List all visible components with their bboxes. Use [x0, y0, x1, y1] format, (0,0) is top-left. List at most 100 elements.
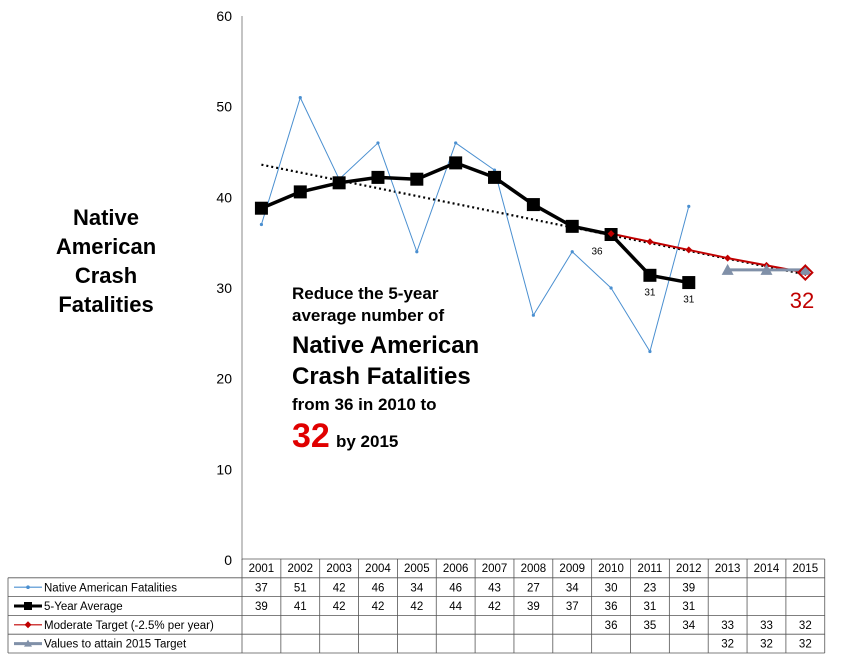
- table-header-cell: 2011: [638, 563, 663, 575]
- point-marker: [643, 268, 657, 282]
- point-marker: [799, 263, 812, 275]
- table-cell: 27: [527, 582, 540, 594]
- table-cell: 46: [449, 582, 462, 594]
- chart-title-line-2: American: [56, 234, 156, 259]
- table-header-cell: 2009: [559, 563, 585, 575]
- series-name: 5-Year Average: [44, 601, 123, 613]
- point-marker: [721, 263, 734, 275]
- point-marker: [565, 219, 579, 233]
- table-header-cell: 2006: [443, 563, 469, 575]
- point-marker: [298, 96, 302, 100]
- table-cell: 39: [682, 582, 695, 594]
- series-line: [610, 232, 806, 274]
- table-header-cell: 2004: [365, 563, 391, 575]
- point-marker: [685, 246, 693, 254]
- annotation-line-3: Native American: [292, 332, 479, 359]
- point-marker: [488, 170, 502, 184]
- y-tick-label: 60: [216, 8, 232, 24]
- series-name: Moderate Target (-2.5% per year): [44, 620, 214, 632]
- table-cell: 23: [644, 582, 657, 594]
- point-marker: [332, 176, 346, 190]
- point-marker: [259, 222, 264, 227]
- table-cell: 42: [372, 601, 385, 613]
- data-labels: 36 31 31: [592, 247, 695, 306]
- table-cell: 35: [644, 620, 657, 632]
- table-cell: 43: [488, 582, 501, 594]
- table-header-cell: 2014: [754, 563, 780, 575]
- annotation-target-value: 32: [292, 417, 330, 455]
- point-marker: [526, 198, 540, 212]
- point-marker: [646, 238, 654, 246]
- legend-key: [24, 621, 32, 629]
- y-tick-label: 10: [216, 461, 232, 477]
- table-header-cell: 2005: [404, 563, 430, 575]
- point-marker: [760, 263, 773, 275]
- chart-title: Native American Crash Fatalities: [56, 205, 156, 317]
- point-marker: [531, 313, 535, 317]
- table-cell: 32: [760, 639, 773, 651]
- annotation-line-5: from 36 in 2010 to: [292, 395, 437, 414]
- annotation-line-2: average number of: [292, 306, 444, 325]
- data-table: 2001 2002 2003 2004 2005 2006 2007 2008 2009 2010…: [7, 558, 826, 654]
- table-header-cell: 2002: [287, 563, 313, 575]
- table-cell: 37: [566, 601, 579, 613]
- table-header-cell: 2003: [326, 563, 352, 575]
- point-marker: [607, 230, 615, 238]
- table-cell: 41: [294, 601, 307, 613]
- table-header-cell: 2012: [676, 563, 702, 575]
- table-cell: 31: [682, 601, 695, 613]
- table-cell: 33: [721, 620, 734, 632]
- point-marker: [410, 172, 424, 186]
- table-cell: 42: [488, 601, 501, 613]
- y-tick-label: 30: [216, 280, 232, 296]
- target-end-marker: [796, 264, 814, 282]
- series-name: Native American Fatalities: [44, 582, 177, 594]
- table-cell: 34: [682, 620, 695, 632]
- chart-title-line-1: Native: [73, 205, 139, 230]
- point-marker: [570, 250, 574, 254]
- series-line: [260, 161, 690, 285]
- annotation-line-6: by 2015: [336, 432, 398, 451]
- table-cell: 46: [372, 582, 385, 594]
- table-header-cell: 2008: [521, 563, 547, 575]
- point-marker: [724, 254, 732, 262]
- point-marker: [371, 170, 385, 184]
- chart-title-line-4: Fatalities: [58, 292, 153, 317]
- table-cell: 42: [410, 601, 423, 613]
- y-tick-label: 40: [216, 189, 232, 205]
- table-cell: 42: [333, 601, 346, 613]
- y-tick-label: 0: [224, 552, 232, 568]
- table-cell: 37: [255, 582, 268, 594]
- annotation-line-4: Crash Fatalities: [292, 363, 471, 390]
- table-cell: 33: [760, 620, 773, 632]
- table-header-cell: 2013: [715, 563, 741, 575]
- point-marker: [648, 349, 652, 354]
- point-marker: [682, 276, 696, 290]
- table-cell: 42: [333, 582, 346, 594]
- table-cell: 51: [294, 582, 307, 594]
- point-marker: [609, 286, 613, 290]
- series-markers: [254, 96, 814, 354]
- data-label: 31: [683, 295, 695, 306]
- table-header-cell: 2007: [482, 563, 508, 575]
- data-label: 36: [592, 247, 604, 258]
- target-end-label: 32: [790, 288, 814, 313]
- table-cell: 44: [449, 601, 462, 613]
- y-tick-label: 20: [216, 371, 232, 387]
- table-cell: 32: [799, 639, 812, 651]
- target-annotation: Reduce the 5-year average number of Nati…: [292, 284, 479, 455]
- table-cell: 30: [605, 582, 618, 594]
- series-name: Values to attain 2015 Target: [44, 639, 187, 651]
- legend-key: [24, 602, 32, 610]
- table-cell: 31: [644, 601, 657, 613]
- table-cell: 36: [605, 620, 618, 632]
- annotation-line-1: Reduce the 5-year: [292, 284, 439, 303]
- data-label: 31: [644, 287, 656, 298]
- table-cell: 32: [721, 639, 734, 651]
- point-marker: [415, 250, 419, 254]
- point-marker: [454, 141, 458, 145]
- table-header-cell: 2010: [598, 563, 624, 575]
- table-cell: 34: [566, 582, 579, 594]
- point-marker: [376, 141, 380, 145]
